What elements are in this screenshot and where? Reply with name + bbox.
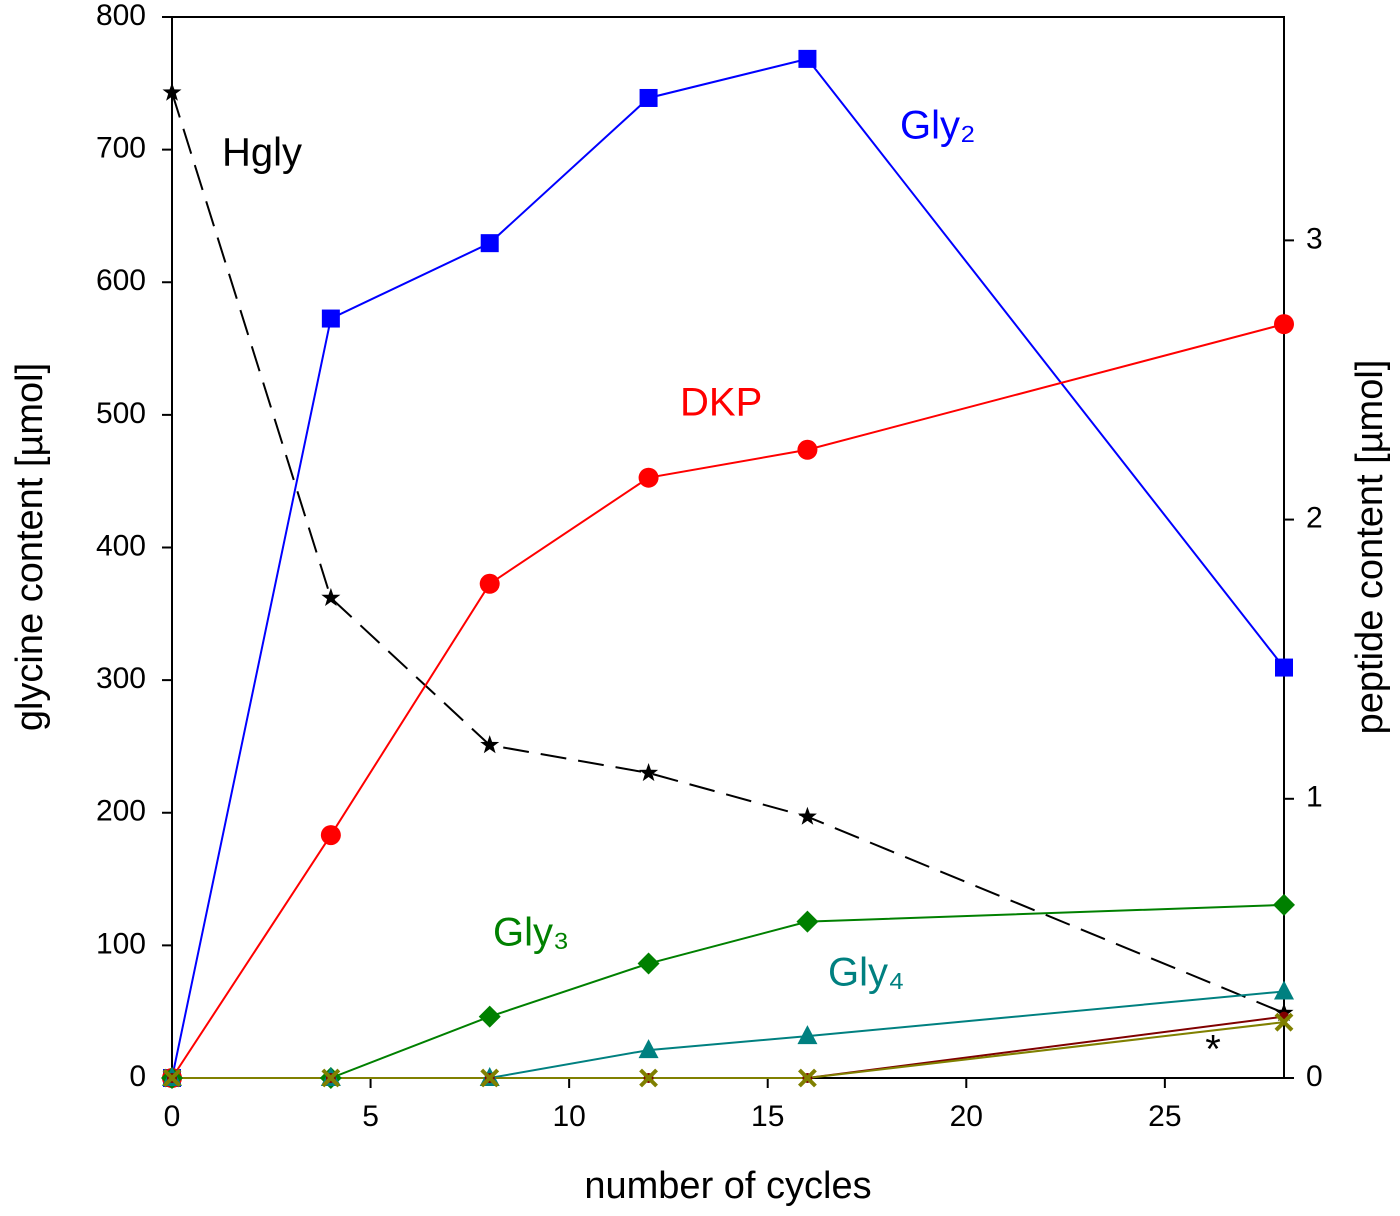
y2-tick-label: 0	[1306, 1060, 1323, 1093]
series-line	[171, 323, 1285, 1079]
y-tick-label: 400	[96, 529, 146, 562]
y-tick-label: 600	[96, 264, 146, 297]
marker	[1275, 658, 1293, 677]
x-tick-label: 0	[164, 1100, 181, 1133]
marker	[320, 825, 341, 846]
series-label: *	[1205, 1028, 1221, 1072]
x-tick-label: 10	[552, 1100, 585, 1133]
marker	[480, 735, 500, 754]
marker	[162, 82, 182, 101]
series-label: DKP	[680, 381, 762, 425]
y-tick-label: 0	[129, 1060, 146, 1093]
series-line	[171, 92, 1285, 1014]
marker	[639, 763, 659, 782]
plot-frame	[171, 16, 1285, 1079]
series-label: Hgly	[222, 131, 302, 175]
series-line	[172, 1015, 1285, 1079]
marker	[1274, 1012, 1294, 1032]
marker	[1273, 893, 1295, 916]
marker	[321, 1068, 341, 1088]
series-label: Gly₃	[493, 911, 569, 955]
x-axis-title: number of cycles	[584, 1165, 871, 1207]
marker	[480, 1068, 500, 1088]
marker	[797, 439, 818, 460]
y-tick-label: 700	[96, 132, 146, 165]
marker	[797, 1025, 818, 1045]
series-label: Gly₄	[828, 951, 904, 995]
y2-axis-title: peptide content [µmol]	[1349, 360, 1391, 735]
x-tick-label: 20	[950, 1100, 983, 1133]
marker	[321, 587, 341, 606]
marker	[638, 467, 659, 488]
marker	[1274, 314, 1294, 335]
marker	[478, 1005, 501, 1028]
y-tick-label: 100	[96, 927, 146, 960]
series-line	[172, 1021, 1285, 1079]
y2-tick-label: 3	[1306, 222, 1323, 255]
marker	[637, 952, 660, 975]
x-tick-label: 5	[362, 1100, 379, 1133]
marker	[638, 1039, 659, 1059]
y-tick-label: 500	[96, 397, 146, 430]
y2-tick-label: 1	[1306, 781, 1323, 814]
marker	[798, 1068, 817, 1088]
y2-tick-label: 2	[1306, 502, 1323, 535]
marker	[796, 910, 819, 933]
marker	[798, 49, 817, 68]
marker	[480, 234, 499, 253]
marker	[639, 88, 658, 107]
x-tick-label: 15	[751, 1100, 784, 1133]
marker	[1274, 980, 1294, 1000]
marker	[162, 1068, 182, 1088]
marker	[797, 806, 817, 825]
series-line	[172, 990, 1285, 1079]
marker	[639, 1068, 658, 1088]
y-tick-label: 200	[96, 795, 146, 828]
y-tick-label: 300	[96, 662, 146, 695]
series-line	[171, 57, 1285, 1079]
series-line	[172, 903, 1285, 1079]
marker	[479, 573, 500, 594]
x-tick-label: 25	[1148, 1100, 1181, 1133]
series-label: Gly₂	[900, 104, 976, 148]
y-tick-label: 800	[96, 0, 146, 32]
marker	[321, 309, 340, 328]
y-axis-title: glycine content [µmol]	[9, 363, 51, 731]
